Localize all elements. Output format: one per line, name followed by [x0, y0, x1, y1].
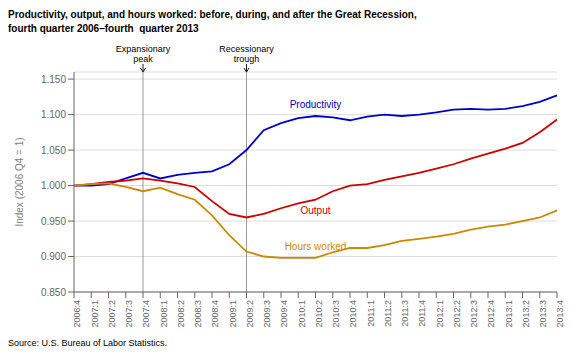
svg-text:2013:2: 2013:2 [521, 300, 531, 328]
svg-text:trough: trough [234, 54, 260, 64]
svg-text:2008:1: 2008:1 [159, 300, 169, 328]
svg-text:2007:1: 2007:1 [90, 300, 100, 328]
svg-text:2013:3: 2013:3 [538, 300, 548, 328]
svg-text:0.950: 0.950 [41, 216, 66, 227]
html-text:Productivity, output, and hour: Productivity, output, and hours worked: … [8, 9, 417, 20]
svg-text:Index (2006 Q4 = 1): Index (2006 Q4 = 1) [14, 137, 25, 226]
svg-text:2013:1: 2013:1 [504, 300, 514, 328]
svg-text:peak: peak [133, 54, 153, 64]
svg-text:Productivity: Productivity [290, 99, 342, 110]
svg-text:2011:4: 2011:4 [417, 300, 427, 327]
svg-text:Expansionary: Expansionary [116, 44, 171, 54]
svg-text:0.900: 0.900 [41, 251, 66, 262]
svg-text:2012:2: 2012:2 [452, 300, 462, 328]
svg-text:2012:4: 2012:4 [486, 300, 496, 328]
svg-text:2009:4: 2009:4 [279, 300, 289, 328]
svg-text:Hours worked: Hours worked [285, 241, 347, 252]
svg-text:2009:3: 2009:3 [262, 300, 272, 328]
svg-text:2008:4: 2008:4 [210, 300, 220, 328]
svg-text:2011:2: 2011:2 [383, 300, 393, 327]
svg-text:2009:2: 2009:2 [245, 300, 255, 328]
svg-text:1.150: 1.150 [41, 74, 66, 85]
svg-text:2007:2: 2007:2 [107, 300, 117, 328]
svg-text:2010:2: 2010:2 [314, 300, 324, 328]
svg-text:2011:1: 2011:1 [366, 300, 376, 327]
svg-text:2010:1: 2010:1 [297, 300, 307, 328]
html-text:fourth quarter 2006–fourth qua: fourth quarter 2006–fourth quarter 2013 [8, 23, 199, 34]
svg-text:2010:4: 2010:4 [348, 300, 358, 328]
svg-text:0.850: 0.850 [41, 287, 66, 298]
svg-text:2012:1: 2012:1 [435, 300, 445, 328]
svg-text:1.100: 1.100 [41, 109, 66, 120]
svg-text:2007:4: 2007:4 [141, 300, 151, 328]
svg-text:2010:3: 2010:3 [331, 300, 341, 328]
svg-text:2007:3: 2007:3 [124, 300, 134, 328]
svg-text:2006:4: 2006:4 [72, 300, 82, 328]
svg-text:2012:3: 2012:3 [469, 300, 479, 328]
svg-text:2008:3: 2008:3 [193, 300, 203, 328]
svg-text:2013:4: 2013:4 [555, 300, 565, 328]
svg-text:Recessionary: Recessionary [219, 44, 274, 54]
svg-text:Output: Output [300, 205, 330, 216]
html-text:Source: U.S. Bureau of Labor S: Source: U.S. Bureau of Labor Statistics. [8, 338, 168, 348]
svg-text:2011:3: 2011:3 [400, 300, 410, 327]
svg-text:2009:1: 2009:1 [228, 300, 238, 328]
svg-text:1.000: 1.000 [41, 180, 66, 191]
svg-text:2008:2: 2008:2 [176, 300, 186, 328]
svg-text:1.050: 1.050 [41, 145, 66, 156]
